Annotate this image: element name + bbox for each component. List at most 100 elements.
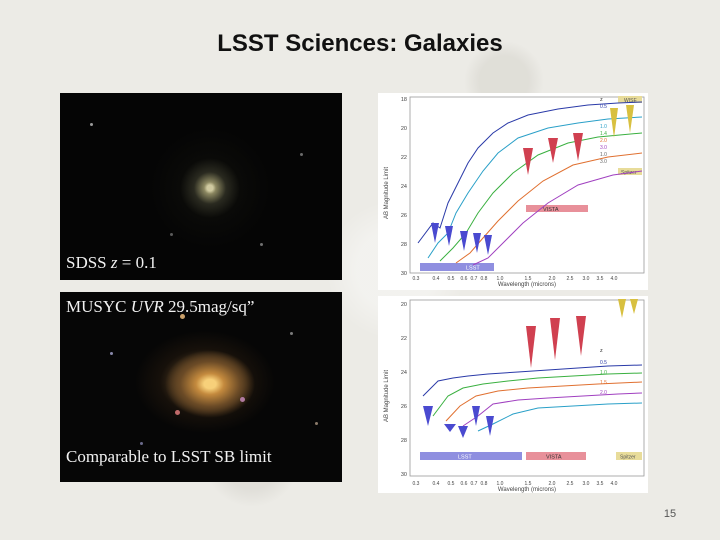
legend-value: 3.0	[600, 145, 607, 151]
chart-svg: AB Magnitude Limit Wavelength (microns) …	[384, 96, 645, 288]
lsst-marker	[473, 233, 481, 253]
vista-marker	[576, 316, 586, 356]
vista-band-label: VISTA	[543, 207, 559, 213]
caption-suffix: = 0.1	[117, 253, 157, 272]
y-tick: 28	[401, 438, 407, 444]
y-ticks: 18 20 22 24 26 28 30	[401, 97, 407, 277]
lsst-marker	[484, 235, 492, 255]
x-tick: 4.0	[611, 481, 618, 487]
spectrum-z20	[462, 392, 643, 427]
spitzer-band-label: Spitzer	[620, 455, 636, 461]
spectrum-z10	[427, 116, 643, 259]
x-tick: 2.5	[567, 276, 574, 282]
y-axis-label: AB Magnitude Limit	[384, 370, 390, 422]
y-tick: 20	[401, 302, 407, 308]
lsst-marker	[431, 223, 439, 243]
spitzer-marker	[610, 108, 618, 138]
legend-value: 1.4	[600, 131, 607, 137]
star	[315, 422, 318, 425]
y-tick: 24	[401, 184, 407, 190]
vista-marker	[523, 148, 533, 175]
vista-marker	[573, 133, 583, 161]
x-tick: 0.3	[413, 481, 420, 487]
x-ticks: 0.3 0.4 0.5 0.6 0.7 0.8 1.0 1.5 2.0 2.5 …	[413, 481, 618, 487]
x-tick: 0.6	[461, 481, 468, 487]
y-tick: 28	[401, 242, 407, 248]
lsst-marker	[444, 424, 456, 432]
vista-marker	[548, 138, 558, 163]
x-tick: 0.5	[448, 276, 455, 282]
wise-band-label: WISE	[624, 98, 637, 104]
y-tick: 24	[401, 370, 407, 376]
galaxy-photo-musyc	[60, 292, 342, 482]
legend-header: z	[600, 97, 603, 103]
y-tick: 26	[401, 404, 407, 410]
x-tick: 0.7	[471, 276, 478, 282]
x-tick: 2.0	[549, 276, 556, 282]
spitzer-band-bar	[618, 168, 642, 175]
x-tick: 2.5	[567, 481, 574, 487]
lsst-band-bar	[420, 263, 494, 271]
y-ticks: 20 22 24 26 28 30	[401, 302, 407, 478]
photo-caption-musyc: MUSYC UVR 29.5mag/sq”	[66, 297, 254, 317]
sensitivity-markers	[423, 299, 638, 438]
vista-band-bar	[526, 452, 586, 460]
photo-caption-bottom: Comparable to LSST SB limit	[66, 447, 272, 466]
spectrum-z30	[472, 170, 643, 266]
lsst-band-label: LSST	[466, 266, 480, 272]
x-tick: 0.8	[481, 276, 488, 282]
plot-frame	[409, 299, 645, 477]
x-tick: 0.8	[481, 481, 488, 487]
spitzer-band-bar	[616, 452, 642, 460]
legend-value: 0.5	[600, 104, 607, 110]
spectrum-z05	[417, 101, 643, 244]
caption-italic: z	[110, 253, 118, 272]
y-tick: 22	[401, 336, 407, 342]
lsst-marker	[445, 226, 453, 246]
page-number: 15	[663, 508, 677, 520]
spectrum-z25	[477, 402, 643, 432]
legend-value: 1.5	[600, 380, 607, 386]
x-tick: 0.7	[471, 481, 478, 487]
caption-prefix: MUSYC	[66, 297, 131, 316]
caption-italic: UVR	[130, 297, 164, 316]
star	[240, 397, 245, 402]
star	[175, 410, 180, 415]
spectrum-z15	[445, 381, 643, 422]
x-tick: 0.4	[433, 481, 440, 487]
vista-band-label: VISTA	[546, 455, 562, 461]
wise-band-bar	[618, 96, 642, 103]
redshift-legend: z 0.5 1.0 1.5 2.0	[600, 348, 607, 396]
spitzer-marker	[630, 299, 638, 314]
x-tick: 0.5	[448, 481, 455, 487]
vista-marker	[550, 318, 560, 360]
photo-caption-sdss: SDSS z = 0.1	[66, 253, 157, 273]
plot-frame	[409, 96, 645, 274]
x-tick: 3.5	[597, 481, 604, 487]
star	[260, 243, 263, 246]
star	[140, 442, 143, 445]
legend-value: 2.0	[600, 390, 607, 396]
lsst-marker	[460, 231, 468, 251]
redshift-legend: z 0.5 1.0 1.4 2.0 3.0 1.0 3.0	[600, 97, 607, 165]
legend-value: 3.0	[600, 159, 607, 165]
lsst-marker	[486, 416, 494, 436]
x-tick: 3.5	[597, 276, 604, 282]
y-tick: 18	[401, 97, 407, 103]
legend-value: 1.0	[600, 124, 607, 130]
star	[90, 123, 93, 126]
vista-band-bar	[526, 205, 588, 212]
y-tick: 20	[401, 126, 407, 132]
lsst-band-bar	[420, 452, 522, 460]
slide-title: LSST Sciences: Galaxies	[217, 30, 503, 57]
caption-prefix: SDSS	[66, 253, 111, 272]
lsst-marker	[472, 406, 480, 426]
y-tick: 26	[401, 213, 407, 219]
star	[170, 233, 173, 236]
x-ticks: 0.3 0.4 0.5 0.6 0.7 0.8 1.0 1.5 2.0 2.5 …	[413, 276, 618, 282]
x-tick: 3.0	[583, 276, 590, 282]
x-tick: 3.0	[583, 481, 590, 487]
x-tick: 4.0	[611, 276, 618, 282]
y-tick: 30	[401, 271, 407, 277]
legend-value: 1.0	[600, 370, 607, 376]
